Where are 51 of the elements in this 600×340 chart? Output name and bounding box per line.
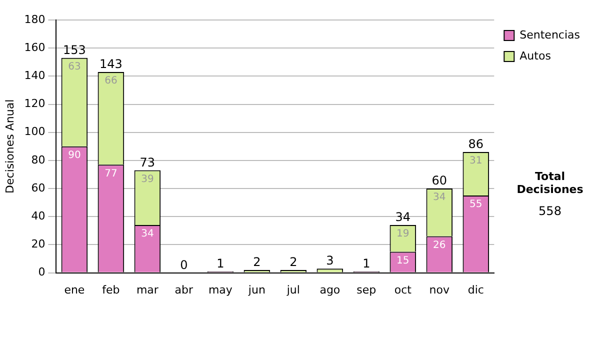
y-tick-label: 40	[31, 209, 46, 222]
data-label: 63	[68, 62, 81, 73]
total-label: 60	[432, 174, 448, 188]
x-tick-label: abr	[174, 283, 194, 296]
total-label: 143	[99, 57, 122, 72]
text: 558	[538, 204, 562, 218]
total-label: 1	[362, 256, 370, 271]
data-label: 55	[470, 199, 482, 210]
text: Total Decisiones	[516, 170, 584, 196]
x-tick-label: ago	[320, 283, 340, 296]
data-label: 19	[396, 228, 410, 240]
x-tick-label: feb	[102, 283, 120, 296]
x-tick-label: dic	[468, 283, 484, 296]
total-label: 2	[253, 255, 261, 270]
total-label: 3	[326, 254, 334, 268]
y-axis-title: Decisiones Anual	[3, 99, 16, 194]
y-tick-label: 60	[31, 181, 46, 194]
total-label: 86	[468, 137, 484, 152]
y-tick-label: 0	[38, 266, 46, 279]
data-label: 34	[141, 228, 154, 240]
total-label: 34	[395, 210, 411, 224]
total-label: 153	[62, 43, 86, 58]
x-tick-label: sep	[356, 283, 376, 296]
data-label: 90	[68, 150, 81, 161]
y-tick-label: 20	[31, 238, 46, 251]
x-tick-label: jun	[247, 283, 266, 296]
total-label: 73	[140, 155, 156, 170]
x-tick-label: mar	[136, 283, 159, 296]
x-tick-label: ene	[64, 283, 85, 296]
data-label: 26	[433, 240, 446, 251]
y-tick-label: 80	[31, 153, 46, 166]
data-label: 34	[433, 192, 446, 204]
data-label: 15	[396, 255, 410, 266]
x-tick-label: jul	[286, 283, 300, 296]
x-tick-label: nov	[429, 283, 450, 296]
data-label: 66	[104, 76, 118, 87]
y-tick-label: 140	[24, 69, 46, 82]
legend-label: Sentencias	[520, 28, 580, 42]
y-tick-label: 180	[24, 12, 46, 26]
y-tick-label: 120	[24, 97, 46, 110]
y-tick-label: 160	[24, 40, 46, 54]
data-label: 39	[141, 174, 154, 185]
total-label: 2	[290, 255, 298, 270]
legend-label: Autos	[520, 49, 552, 62]
data-label: 31	[470, 156, 482, 167]
x-tick-label: oct	[394, 283, 412, 296]
y-tick-label: 100	[24, 125, 46, 138]
total-label: 0	[180, 258, 188, 272]
total-label: 1	[216, 256, 224, 271]
data-label: 77	[104, 168, 118, 180]
x-tick-label: may	[208, 283, 233, 296]
